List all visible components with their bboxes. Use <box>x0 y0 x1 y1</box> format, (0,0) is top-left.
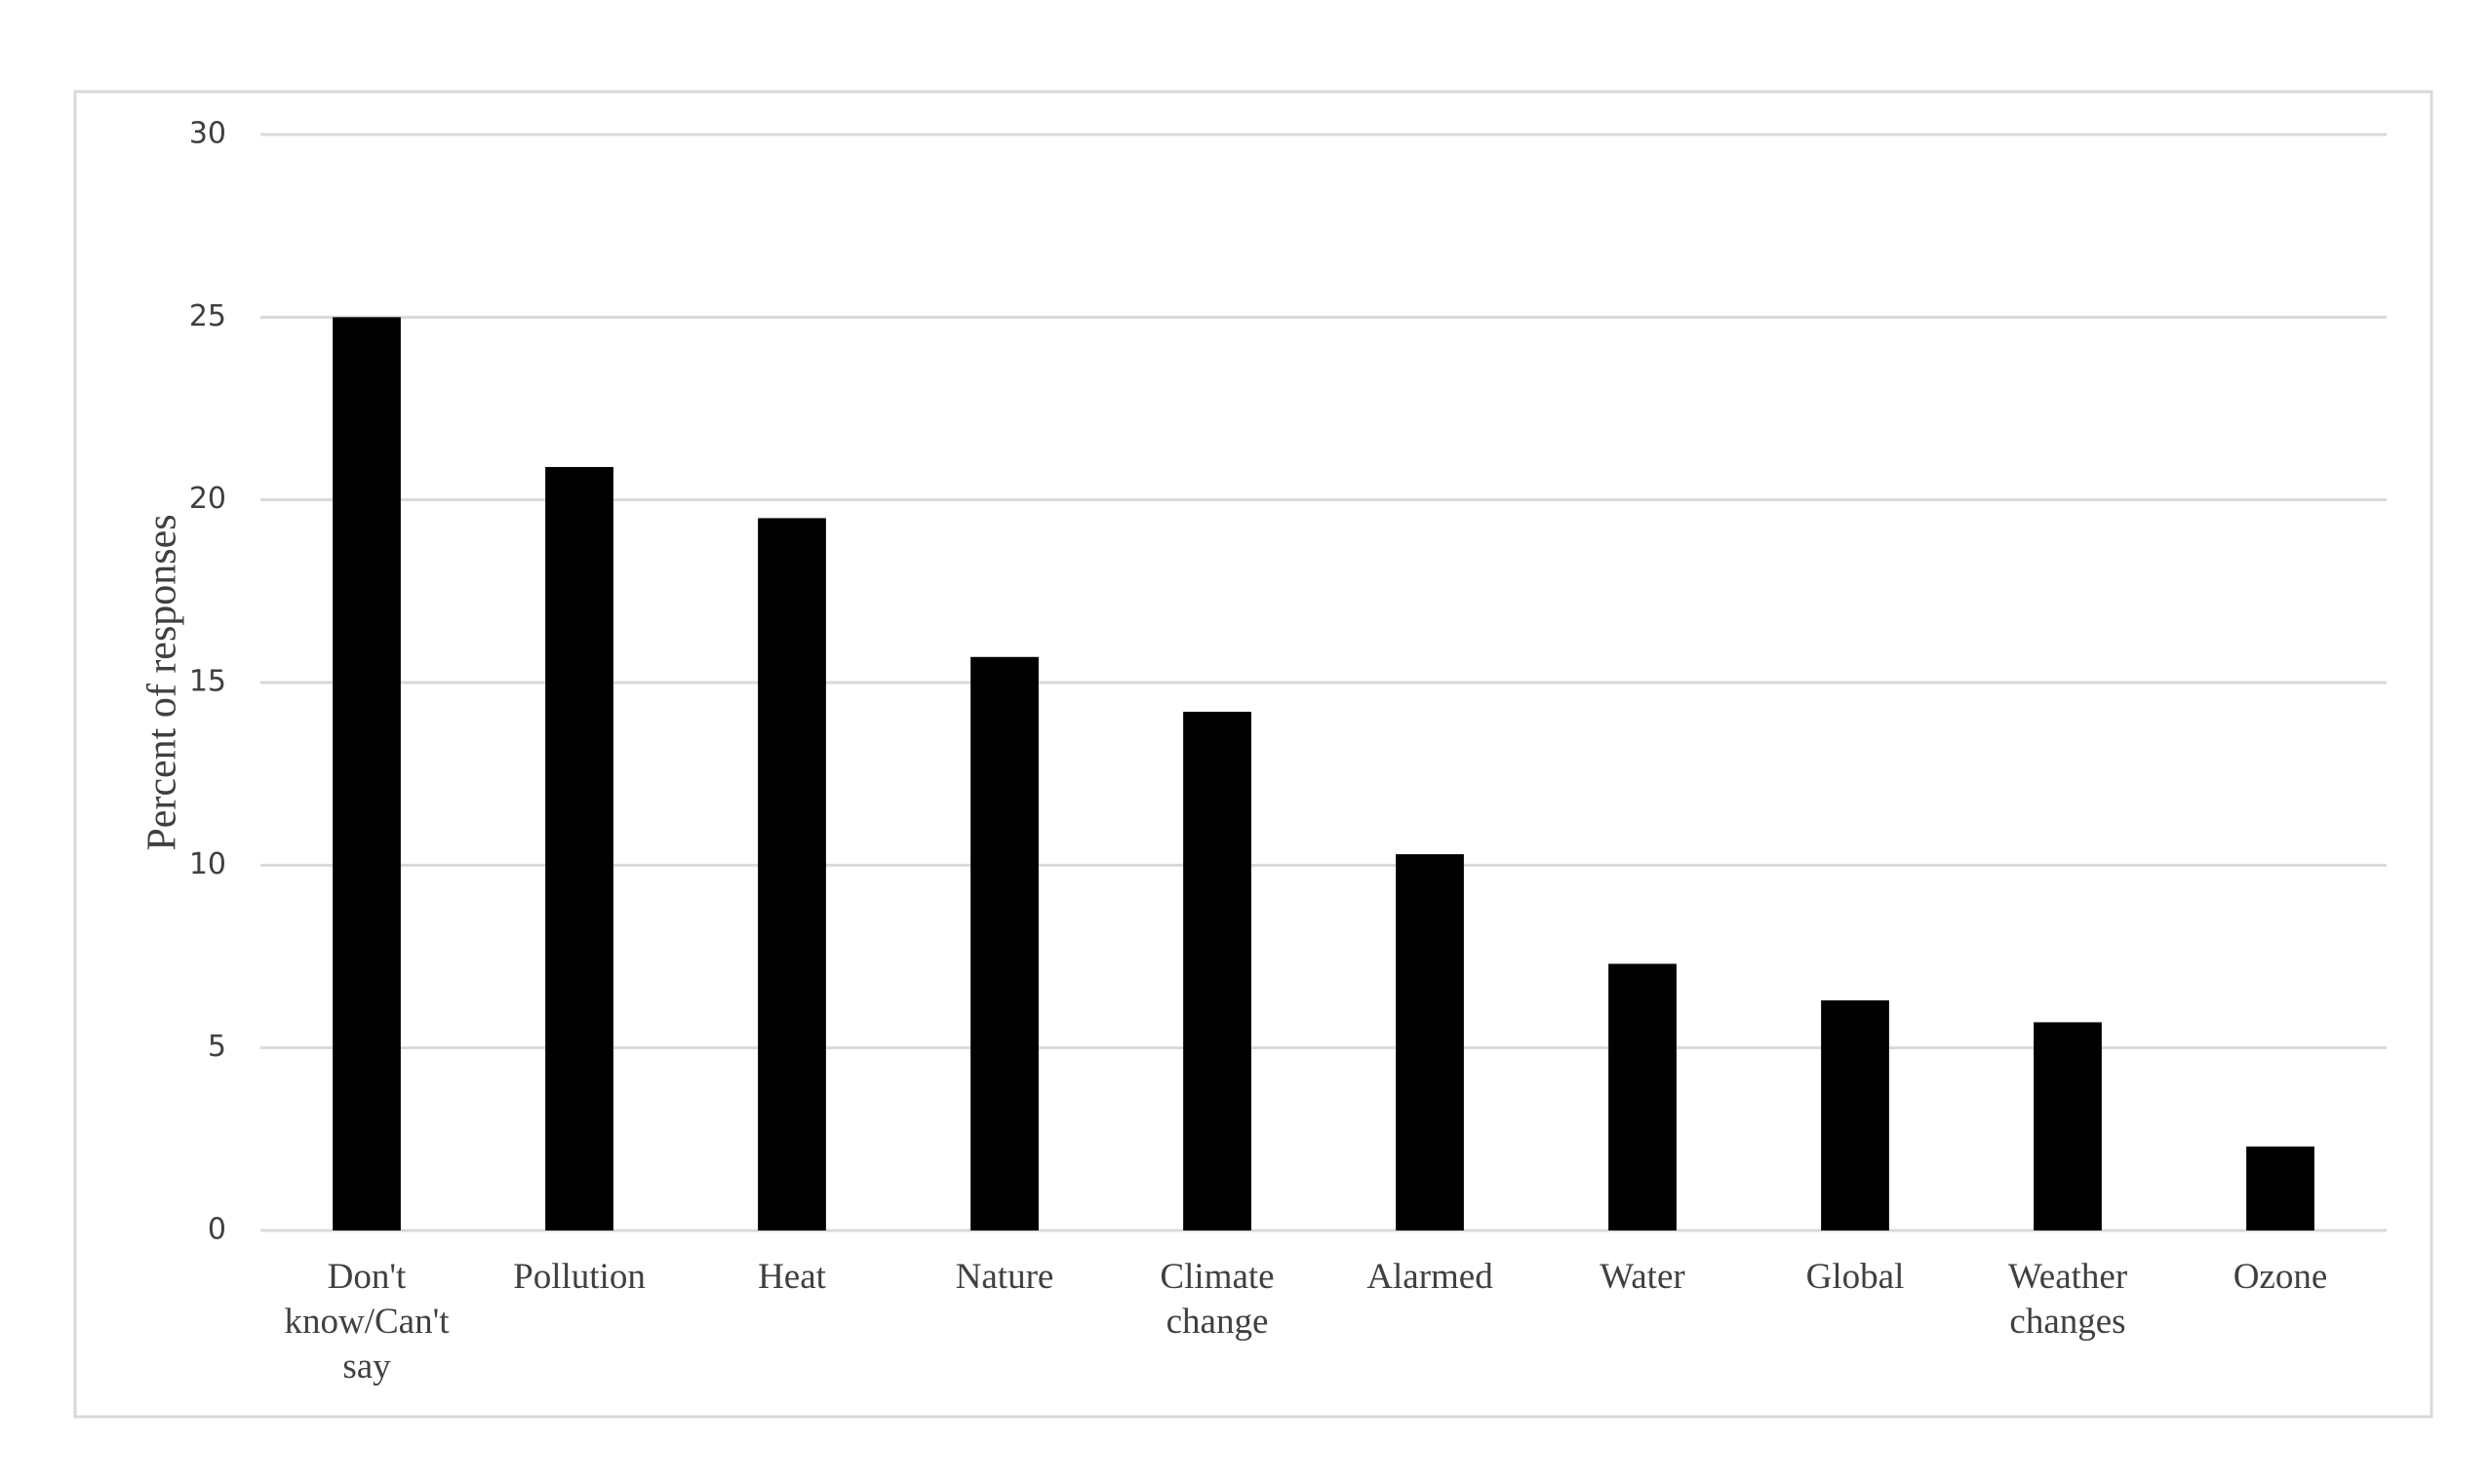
x-tick-label: Global <box>1805 1257 1905 1297</box>
bar <box>2246 1146 2314 1230</box>
x-tick-label: Heat <box>758 1257 826 1297</box>
x-tick-label: Alarmed <box>1366 1257 1493 1297</box>
x-tick-label: Weather changes <box>2007 1257 2128 1342</box>
bar <box>1608 963 1677 1230</box>
y-tick-label: 30 <box>189 117 226 151</box>
bar <box>1396 854 1464 1230</box>
y-axis-label: Percent of responses <box>140 514 185 850</box>
x-tick-label: Nature <box>955 1257 1054 1297</box>
chart-frame <box>73 90 2433 1419</box>
bar <box>333 317 401 1230</box>
x-tick-label: Ozone <box>2233 1257 2328 1297</box>
x-tick-label: Don't know/Can't say <box>284 1257 450 1386</box>
x-tick-label: Pollution <box>513 1257 646 1297</box>
y-tick-label: 10 <box>189 847 226 881</box>
y-tick-label: 20 <box>189 482 226 516</box>
bar <box>970 656 1039 1230</box>
bar <box>545 466 613 1230</box>
y-tick-label: 15 <box>189 665 226 699</box>
x-tick-label: Climate change <box>1160 1257 1275 1342</box>
bar <box>2034 1022 2102 1230</box>
bar <box>1183 711 1251 1230</box>
y-tick-label: 25 <box>189 299 226 333</box>
x-tick-label: Water <box>1600 1257 1685 1297</box>
bar <box>758 518 826 1230</box>
bar <box>1821 999 1889 1230</box>
y-tick-label: 5 <box>208 1030 226 1064</box>
y-tick-label: 0 <box>208 1213 226 1247</box>
